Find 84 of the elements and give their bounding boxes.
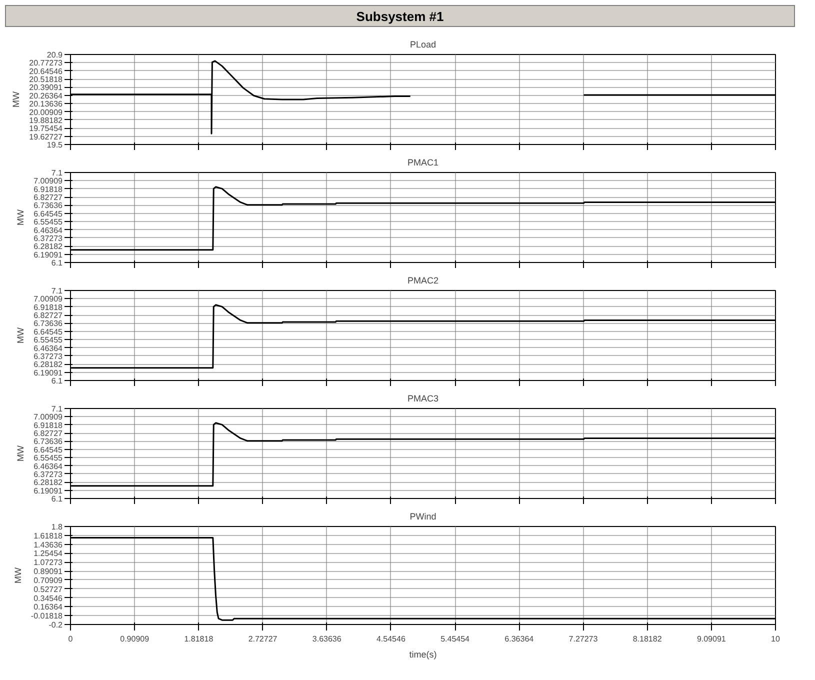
y-tick-label: 6.1	[51, 376, 64, 386]
y-tick-label: 20.64546	[29, 66, 64, 76]
y-tick-label: 6.82727	[34, 429, 64, 438]
y-axis-title: MW	[16, 327, 26, 344]
y-tick-label: 20.9	[46, 50, 64, 60]
y-tick-label: 19.88182	[29, 116, 64, 125]
y-axis-title: MW	[16, 445, 26, 462]
y-tick-label: 6.64545	[34, 445, 64, 454]
x-tick-label: 5.45454	[440, 634, 470, 644]
x-axis-title: time(s)	[409, 650, 437, 660]
y-tick-label: 6.28182	[34, 242, 64, 252]
y-tick-label: 6.1	[51, 258, 64, 268]
y-tick-label: 19.5	[46, 140, 64, 150]
x-tick-label: 9.09091	[696, 634, 726, 644]
x-tick-label: 10	[771, 634, 780, 644]
y-axis-title: MW	[11, 91, 22, 108]
y-tick-label: 6.19091	[34, 486, 64, 496]
y-tick-label: 7.1	[51, 404, 64, 414]
y-tick-label: 6.73636	[34, 437, 64, 446]
y-tick-label: 7.00909	[34, 176, 64, 186]
y-tick-label: 6.73636	[34, 319, 64, 328]
y-tick-label: 7.1	[51, 286, 64, 296]
chart-title: Subsystem #1	[356, 8, 444, 26]
y-tick-label: 7.00909	[34, 294, 64, 304]
y-tick-label: 20.39091	[29, 83, 64, 92]
chart-subtitle: PWind	[410, 512, 436, 522]
y-tick-label: 0.34546	[34, 594, 64, 603]
y-tick-label: 20.26364	[29, 91, 64, 100]
y-tick-label: 6.55455	[34, 454, 64, 463]
y-tick-label: 6.64545	[34, 327, 64, 336]
y-tick-label: 0.89091	[34, 567, 64, 576]
y-tick-label: 6.55455	[34, 336, 64, 345]
y-tick-label: 6.37273	[34, 234, 64, 243]
y-tick-label: 6.1	[51, 494, 64, 504]
y-tick-label: 6.28182	[34, 360, 64, 370]
y-tick-label: 7.00909	[34, 412, 64, 422]
y-axis-title: MW	[16, 209, 26, 226]
y-tick-label: 19.75454	[29, 124, 64, 134]
y-tick-label: 20.77273	[29, 58, 64, 68]
x-tick-label: 1.81818	[184, 634, 214, 644]
y-tick-label: 20.13636	[29, 100, 64, 109]
x-tick-label: 0	[68, 634, 74, 644]
y-tick-label: 6.46364	[34, 226, 64, 235]
y-tick-label: 6.46364	[34, 462, 64, 471]
y-tick-label: 6.73636	[34, 201, 64, 210]
y-tick-label: 6.37273	[34, 352, 64, 361]
y-tick-label: 20.00909	[29, 108, 64, 117]
x-tick-label: 3.63636	[312, 634, 342, 644]
x-tick-label: 6.36364	[504, 634, 534, 644]
y-tick-label: 1.8	[51, 522, 64, 532]
x-tick-label: 4.54546	[376, 634, 406, 644]
x-tick-label: 8.18182	[632, 634, 662, 644]
y-tick-label: 6.28182	[34, 478, 64, 488]
y-tick-label: 0.16364	[34, 602, 64, 612]
chart-subtitle: PMAC3	[407, 394, 439, 404]
chart-subtitle: PMAC1	[407, 158, 439, 168]
y-tick-label: 6.19091	[34, 368, 64, 378]
y-axis-title: MW	[12, 567, 23, 584]
y-tick-label: 1.61818	[34, 531, 64, 540]
y-tick-label: 6.91818	[34, 302, 64, 312]
y-tick-label: 19.62727	[29, 132, 64, 142]
y-tick-label: -0.2	[48, 620, 64, 630]
y-tick-label: -0.01818	[30, 612, 64, 621]
y-tick-label: 6.64545	[34, 209, 64, 218]
y-tick-label: 6.82727	[34, 193, 64, 202]
y-tick-label: 6.37273	[34, 470, 64, 479]
y-tick-label: 6.91818	[34, 184, 64, 194]
y-tick-label: 6.55455	[34, 218, 64, 227]
y-tick-label: 6.91818	[34, 420, 64, 430]
y-tick-label: 1.07273	[34, 558, 64, 568]
y-tick-label: 1.43636	[34, 540, 64, 550]
y-tick-label: 6.82727	[34, 311, 64, 320]
y-tick-label: 0.70909	[34, 576, 64, 585]
y-tick-label: 20.51818	[29, 75, 64, 84]
x-tick-label: 0.90909	[120, 634, 150, 644]
x-tick-label: 2.72727	[248, 634, 278, 644]
y-tick-label: 6.46364	[34, 344, 64, 353]
y-tick-label: 1.25454	[34, 549, 64, 558]
x-tick-label: 7.27273	[568, 634, 598, 644]
y-tick-label: 7.1	[51, 168, 64, 178]
chart-subtitle: PMAC2	[407, 276, 439, 286]
y-tick-label: 6.19091	[34, 250, 64, 260]
chart-subtitle: PLoad	[410, 40, 436, 50]
y-tick-label: 0.52727	[34, 584, 64, 594]
